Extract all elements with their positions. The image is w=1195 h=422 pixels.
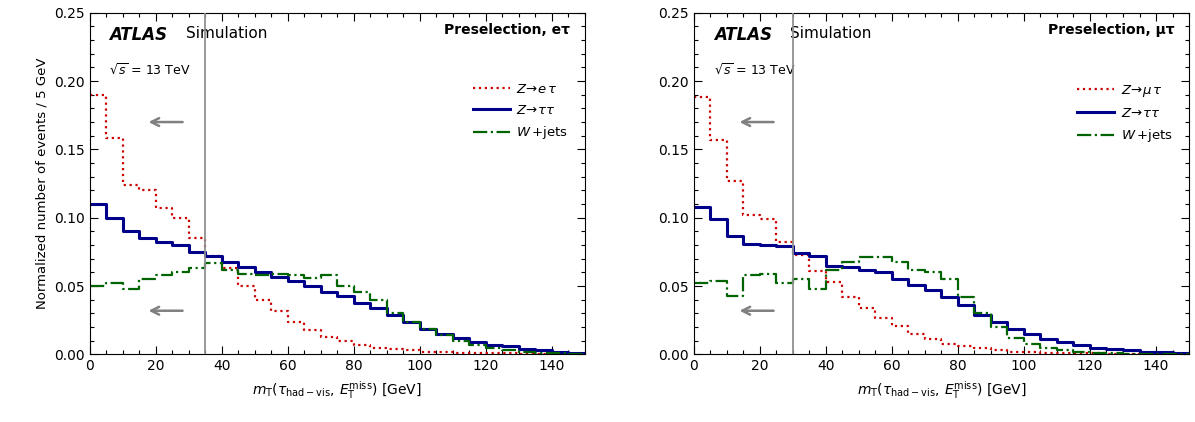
$W\,{+}$jets [1000,325,1015,330]
$Z\!\to\!\tau\tau$ [785,251,799,256]
Text: Preselection, eτ: Preselection, eτ [445,23,570,37]
$W\,{+}$jets [687,281,701,286]
$W\,{+}$jets [82,284,97,289]
$Z\!\to\!\tau\tau$ [511,346,526,352]
$Z\!\to\!\tau\tau$ [687,204,701,209]
$W\,{+}$jets [264,271,278,276]
$Z\!\to\!e\,\tau$ [511,351,526,356]
Text: ATLAS: ATLAS [713,26,772,44]
Line: $Z\!\to\!e\,\tau$: $Z\!\to\!e\,\tau$ [90,95,584,354]
$Z\!\to\!e\,\tau$ [82,92,97,97]
Text: $\sqrt{s}$ = 13 TeV: $\sqrt{s}$ = 13 TeV [713,62,796,77]
Y-axis label: Normalized number of events / 5 GeV: Normalized number of events / 5 GeV [36,58,49,309]
$W\,{+}$jets [869,255,883,260]
$W\,{+}$jets [363,289,378,294]
$Z\!\to\!\tau\tau$ [380,312,394,317]
$W\,{+}$jets [182,266,196,271]
$Z\!\to\!\tau\tau$ [577,352,592,357]
$Z\!\to\!\mu\,\tau$ [802,268,816,273]
Line: $Z\!\to\!\tau\tau$: $Z\!\to\!\tau\tau$ [90,204,584,354]
$W\,{+}$jets [802,286,816,291]
$Z\!\to\!e\,\tau$ [198,254,213,259]
$W\,{+}$jets [785,277,799,282]
Text: $\sqrt{s}$ = 13 TeV: $\sqrt{s}$ = 13 TeV [110,62,191,77]
Line: $W\,{+}$jets: $W\,{+}$jets [694,257,1189,354]
$Z\!\to\!\tau\tau$ [1182,352,1195,357]
Line: $W\,{+}$jets: $W\,{+}$jets [90,263,584,354]
$Z\!\to\!\tau\tau$ [198,254,213,259]
Text: ATLAS: ATLAS [110,26,167,44]
Line: $Z\!\to\!\mu\,\tau$: $Z\!\to\!\mu\,\tau$ [694,97,1189,354]
$W\,{+}$jets [528,349,543,354]
$Z\!\to\!\tau\tau$ [182,249,196,254]
$W\,{+}$jets [967,295,981,300]
$Z\!\to\!\tau\tau$ [264,270,278,275]
$Z\!\to\!\mu\,\tau$ [1116,352,1130,357]
$W\,{+}$jets [198,260,213,265]
X-axis label: $m_{\mathrm{T}}(\tau_{\mathrm{had-vis}},\,E_{\mathrm{T}}^{\mathrm{miss}})$ [GeV]: $m_{\mathrm{T}}(\tau_{\mathrm{had-vis}},… [252,379,422,401]
$Z\!\to\!e\,\tau$ [380,346,394,352]
$Z\!\to\!\tau\tau$ [802,254,816,259]
Line: $Z\!\to\!\tau\tau$: $Z\!\to\!\tau\tau$ [694,207,1189,354]
Legend: $Z\!\to\!\mu\,\tau$, $Z\!\to\!\tau\tau$, $W\,{+}$jets: $Z\!\to\!\mu\,\tau$, $Z\!\to\!\tau\tau$,… [1072,77,1177,150]
$Z\!\to\!\tau\tau$ [1116,348,1130,353]
$Z\!\to\!\mu\,\tau$ [785,252,799,257]
$Z\!\to\!e\,\tau$ [347,342,361,347]
Text: Simulation: Simulation [790,26,871,41]
$Z\!\to\!\tau\tau$ [347,300,361,305]
$W\,{+}$jets [1182,352,1195,357]
Legend: $Z\!\to\!e\,\tau$, $Z\!\to\!\tau\tau$, $W\,{+}$jets: $Z\!\to\!e\,\tau$, $Z\!\to\!\tau\tau$, $… [467,77,574,147]
$Z\!\to\!e\,\tau$ [264,297,278,302]
$W\,{+}$jets [852,255,866,260]
$Z\!\to\!\mu\,\tau$ [687,95,701,100]
$W\,{+}$jets [577,352,592,357]
Text: Preselection, μτ: Preselection, μτ [1048,23,1175,37]
$Z\!\to\!e\,\tau$ [577,352,592,357]
Text: Simulation: Simulation [186,26,268,41]
$Z\!\to\!e\,\tau$ [182,236,196,241]
$Z\!\to\!\mu\,\tau$ [983,348,998,353]
$W\,{+}$jets [396,311,410,316]
$Z\!\to\!\mu\,\tau$ [869,306,883,311]
X-axis label: $m_{\mathrm{T}}(\tau_{\mathrm{had-vis}},\,E_{\mathrm{T}}^{\mathrm{miss}})$ [GeV]: $m_{\mathrm{T}}(\tau_{\mathrm{had-vis}},… [857,379,1027,401]
$Z\!\to\!\mu\,\tau$ [951,344,966,349]
$Z\!\to\!\tau\tau$ [869,267,883,272]
$W\,{+}$jets [215,260,229,265]
$Z\!\to\!\tau\tau$ [82,202,97,207]
$Z\!\to\!\mu\,\tau$ [1182,352,1195,357]
$Z\!\to\!\tau\tau$ [983,319,998,324]
$W\,{+}$jets [1133,351,1147,356]
$Z\!\to\!\tau\tau$ [951,303,966,308]
